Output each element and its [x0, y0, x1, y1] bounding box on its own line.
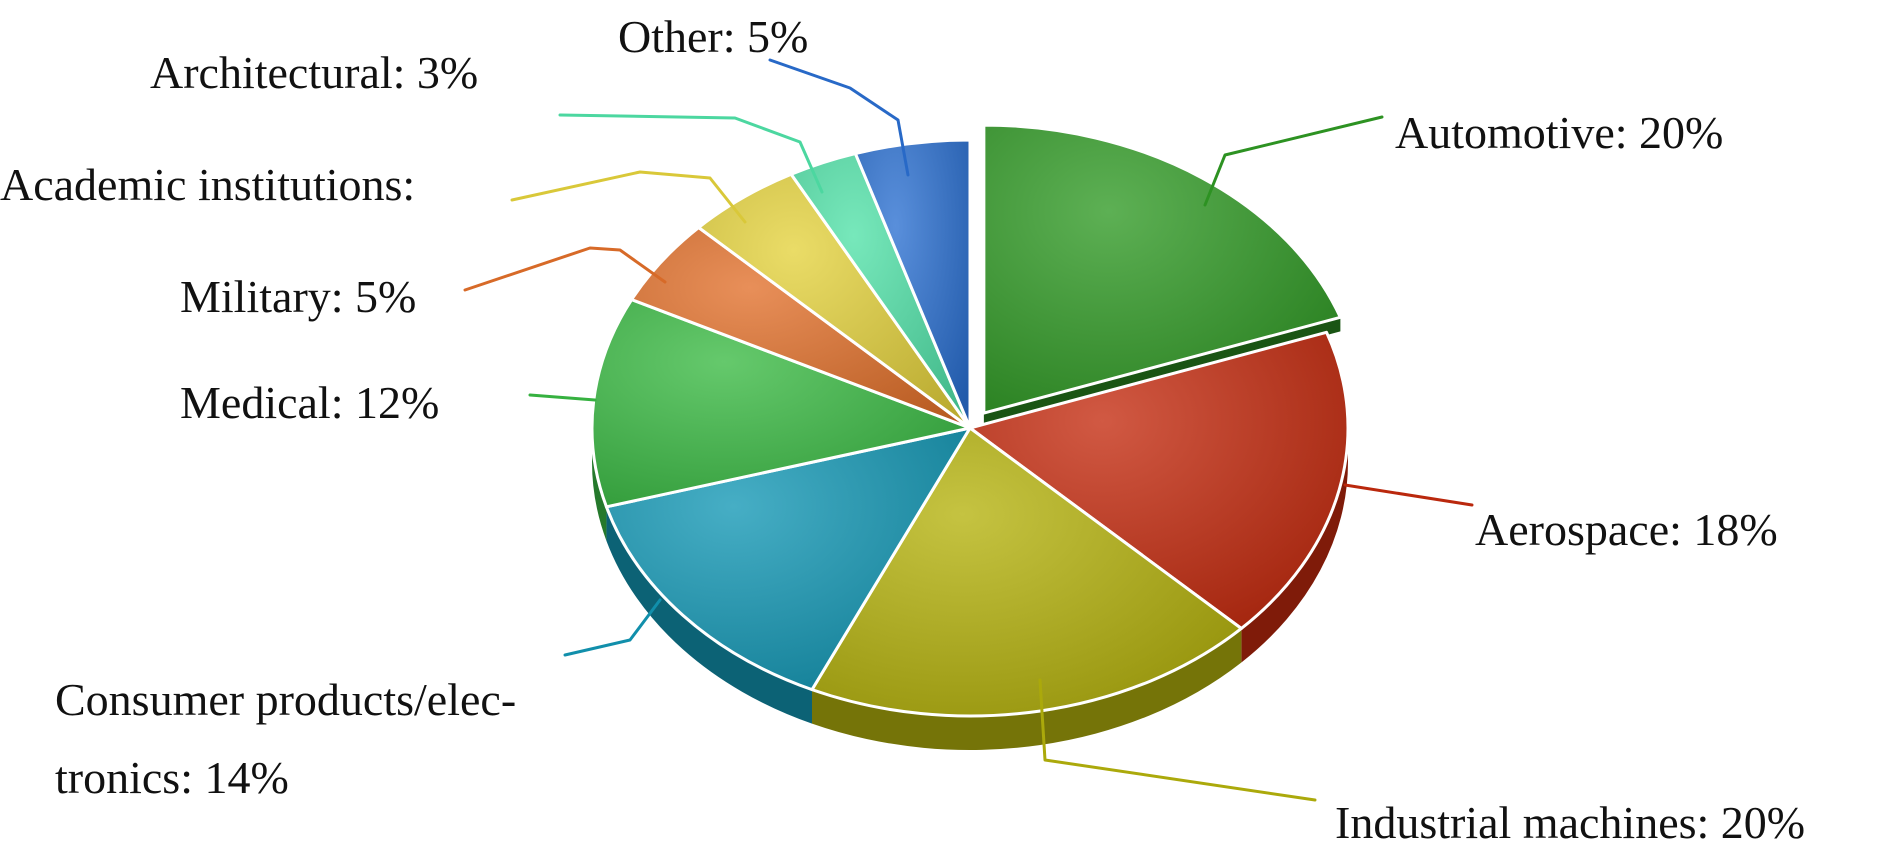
- data-label-automotive: Automotive: 20%: [1395, 107, 1723, 158]
- data-label-academic-institutions: Academic institutions:: [0, 159, 415, 210]
- data-label-military: Military: 5%: [180, 271, 416, 322]
- leader-line-medical: [530, 395, 595, 400]
- data-label-consumer-products-electronics: tronics: 14%: [55, 752, 289, 803]
- leader-line-aerospace: [1345, 485, 1472, 505]
- data-label-medical: Medical: 12%: [180, 377, 439, 428]
- leader-line-academic-institutions: [512, 172, 745, 222]
- data-label-aerospace: Aerospace: 18%: [1475, 504, 1778, 555]
- data-label-industrial-machines: Industrial machines: 20%: [1335, 797, 1805, 848]
- data-label-architectural: Architectural: 3%: [150, 47, 478, 98]
- data-label-other: Other: 5%: [618, 11, 808, 62]
- leader-line-automotive: [1205, 117, 1382, 205]
- data-label-consumer-products-electronics: Consumer products/elec-: [55, 674, 516, 725]
- leader-line-military: [465, 248, 665, 290]
